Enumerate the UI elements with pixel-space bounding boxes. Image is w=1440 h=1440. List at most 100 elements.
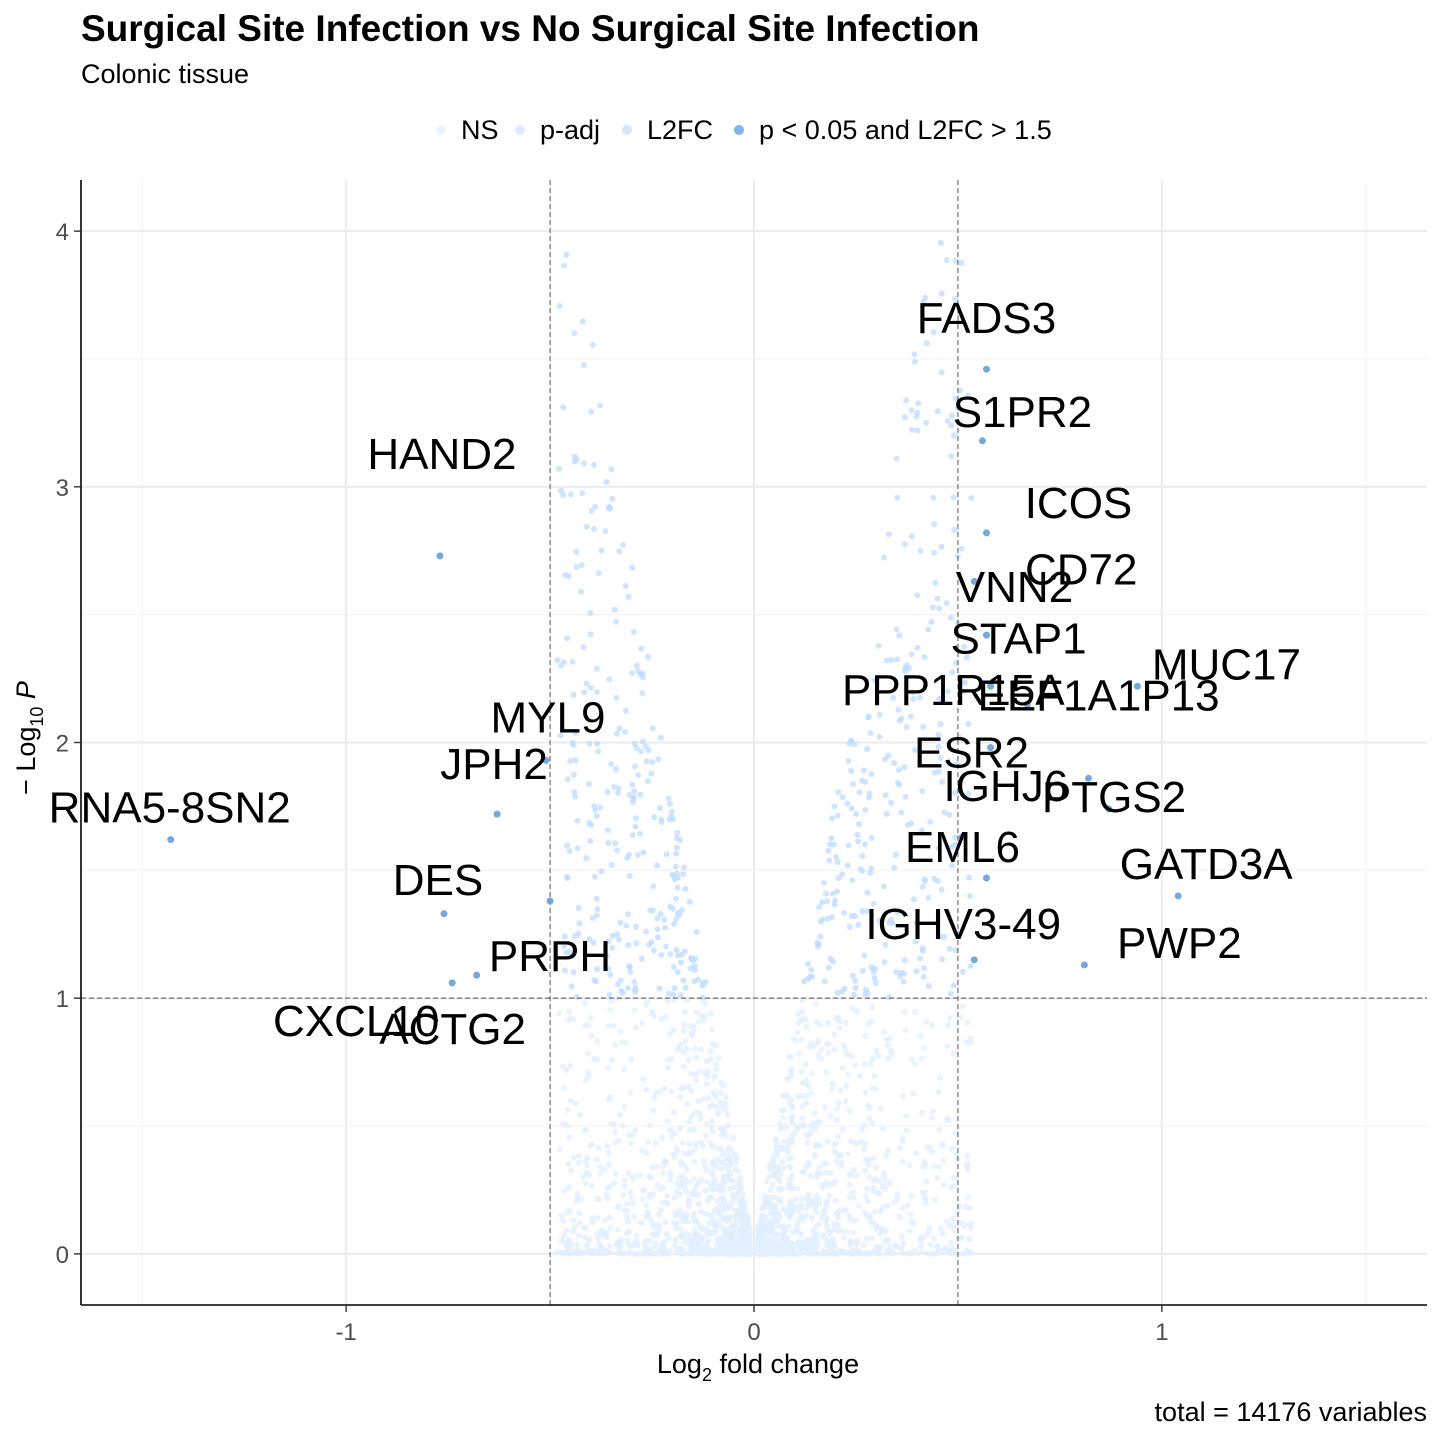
cloud-point (918, 1243, 925, 1250)
cloud-point (586, 1236, 593, 1243)
cloud-point (687, 1250, 694, 1257)
cloud-point (724, 1112, 731, 1118)
cloud-point (622, 583, 629, 589)
cloud-point (677, 1042, 684, 1049)
cloud-point (565, 1160, 572, 1167)
cloud-point (668, 1088, 675, 1095)
cloud-point (609, 944, 616, 951)
cloud-point (731, 1151, 738, 1158)
cloud-point (850, 1166, 857, 1173)
gene-label: PRPH (489, 932, 611, 981)
cloud-point (678, 959, 684, 966)
cloud-point (880, 1170, 887, 1177)
cloud-point (680, 871, 687, 878)
cloud-point (652, 1140, 659, 1147)
cloud-point (965, 1236, 972, 1242)
gene-label: VNN2 (956, 563, 1073, 612)
cloud-point (608, 998, 615, 1004)
cloud-point (862, 806, 869, 813)
cloud-point (826, 857, 833, 864)
cloud-point (810, 1043, 817, 1050)
cloud-point (831, 1241, 838, 1248)
cloud-point (626, 873, 633, 879)
cloud-point (615, 785, 622, 792)
cloud-point (885, 1055, 892, 1062)
cloud-point (584, 1068, 591, 1075)
cloud-point (901, 414, 908, 421)
cloud-point (844, 800, 851, 807)
cloud-point (670, 1151, 677, 1158)
cloud-point (901, 970, 908, 977)
cloud-point (643, 928, 650, 935)
cloud-point (870, 1185, 877, 1191)
cloud-point (903, 662, 910, 669)
cloud-point (876, 1250, 883, 1257)
cloud-point (564, 842, 571, 849)
cloud-point (650, 1107, 657, 1114)
significant-point (982, 365, 990, 373)
cloud-point (726, 1185, 733, 1192)
cloud-point (583, 1169, 590, 1176)
cloud-point (673, 946, 680, 953)
cloud-point (678, 1214, 685, 1221)
cloud-point (952, 834, 959, 841)
cloud-point (623, 922, 630, 929)
cloud-point (834, 859, 841, 866)
cloud-point (930, 1163, 937, 1170)
cloud-point (646, 1122, 653, 1129)
x-axis-title: Log2 fold change (657, 1349, 859, 1385)
cloud-point (691, 1158, 698, 1165)
cloud-point (767, 1222, 774, 1229)
cloud-point (697, 1111, 704, 1118)
cloud-point (606, 676, 613, 683)
cloud-point (882, 941, 889, 948)
cloud-point (692, 1140, 699, 1147)
gene-label: IGHV3-49 (865, 900, 1061, 949)
cloud-point (616, 1249, 623, 1256)
cloud-point (892, 851, 899, 858)
cloud-point (908, 1250, 915, 1257)
cloud-point (902, 793, 909, 800)
cloud-point (839, 871, 845, 878)
significant-point (436, 552, 444, 560)
cloud-point (898, 809, 905, 816)
cloud-point (937, 754, 944, 761)
cloud-point (609, 932, 616, 939)
cloud-point (663, 943, 670, 950)
cloud-point (705, 1095, 712, 1101)
cloud-point (581, 1127, 588, 1134)
significant-point (1023, 700, 1031, 708)
cloud-point (697, 1046, 704, 1053)
cloud-point (598, 547, 605, 554)
cloud-point (828, 914, 835, 921)
cloud-point (816, 1164, 823, 1171)
cloud-point (719, 1151, 726, 1158)
cloud-point (671, 1241, 678, 1248)
cloud-point (909, 426, 915, 433)
cloud-point (908, 533, 915, 540)
cloud-point (666, 1031, 673, 1038)
cloud-point (594, 966, 601, 973)
cloud-point (844, 1151, 851, 1158)
cloud-point (631, 788, 638, 795)
cloud-point (896, 1145, 903, 1152)
cloud-point (574, 817, 581, 824)
cloud-point (611, 1023, 617, 1029)
cloud-point (704, 1068, 711, 1075)
cloud-point (708, 1010, 715, 1017)
cloud-point (925, 1230, 932, 1237)
cloud-point (914, 644, 921, 651)
cloud-point (674, 835, 681, 842)
cloud-point (944, 1249, 951, 1255)
legend-marker (436, 125, 446, 135)
cloud-point (595, 748, 602, 755)
cloud-point (893, 969, 900, 976)
cloud-point (628, 1195, 635, 1202)
cloud-point (934, 1174, 941, 1181)
legend-marker (622, 125, 632, 135)
cloud-point (824, 1198, 831, 1205)
cloud-point (834, 1117, 841, 1124)
cloud-point (885, 994, 892, 1001)
cloud-point (621, 1066, 627, 1073)
cloud-point (860, 767, 867, 774)
